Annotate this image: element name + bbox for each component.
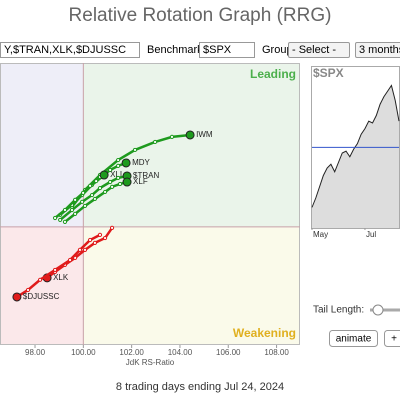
trail-point	[82, 203, 88, 209]
trail-point	[80, 190, 86, 195]
trail-point	[97, 232, 103, 238]
trail-point	[116, 157, 121, 163]
side-x-tick-label: Jul	[366, 230, 376, 239]
x-tick-label: 108.00	[264, 348, 289, 357]
trail-point	[109, 225, 115, 231]
weakening-label: Weakening	[233, 326, 296, 340]
x-tick-label: 106.00	[216, 348, 241, 357]
trail-point	[152, 139, 158, 145]
trail-point	[116, 163, 121, 168]
trail-point	[169, 134, 175, 139]
trail-point	[58, 217, 63, 223]
lagging-quadrant	[0, 227, 83, 345]
trail-point	[132, 147, 138, 153]
animate-button[interactable]	[329, 330, 378, 347]
head-point	[12, 292, 22, 302]
improving-quadrant	[0, 63, 83, 227]
series-label: IWM	[196, 130, 213, 139]
trail-point	[102, 235, 108, 241]
trail-point	[37, 277, 43, 282]
trail-point	[73, 197, 78, 202]
x-tick-label: 100.00	[71, 348, 96, 357]
trail-point	[80, 199, 85, 204]
trail-point	[67, 257, 73, 263]
series-label: XLK	[53, 273, 69, 282]
groups-select[interactable]: - Select -	[288, 42, 350, 58]
animate-text: animate	[336, 334, 372, 345]
head-point	[122, 177, 132, 187]
side-x-tick-label: May	[313, 230, 328, 239]
trail-point	[97, 185, 103, 191]
leading-quadrant	[83, 63, 300, 227]
price-line	[311, 84, 400, 208]
side-title: $SPX	[313, 66, 344, 80]
leading-label: Leading	[250, 67, 296, 81]
trail-point	[94, 178, 99, 184]
trail-point	[89, 192, 95, 198]
trail-point	[62, 207, 68, 213]
trail-point	[62, 219, 68, 224]
head-point	[121, 158, 131, 168]
trail-point	[87, 183, 93, 188]
series-label: $TRAN	[133, 171, 159, 180]
x-tick-label: 104.00	[168, 348, 193, 357]
trail	[16, 233, 101, 299]
footer-caption: 8 trading days ending Jul 24, 2024	[116, 381, 284, 393]
trail-point	[116, 175, 121, 181]
trail-point	[92, 240, 98, 245]
trail-point	[52, 215, 58, 221]
benchmark-label: Benchmark:	[147, 44, 206, 56]
series-label: XLI	[110, 170, 122, 179]
weakening-quadrant	[83, 227, 300, 345]
trail-point	[117, 181, 123, 187]
trail-point	[52, 267, 58, 273]
head-point	[185, 130, 195, 140]
price-area	[312, 85, 399, 228]
head-point	[99, 170, 109, 180]
symbols-input[interactable]: Y,$TRAN,XLK,$DJUSSC	[0, 42, 140, 58]
period-select[interactable]: 3 months	[355, 42, 400, 58]
plus-button[interactable]	[384, 330, 400, 347]
series-label: $DJUSSC	[23, 292, 60, 301]
trail-point	[108, 167, 113, 173]
trail-point	[108, 179, 113, 185]
x-axis-label: JdK RS-Ratio	[126, 358, 175, 367]
trail-point	[82, 247, 88, 252]
plot-frame	[0, 63, 300, 345]
trail-point	[109, 184, 115, 189]
x-tick-label: 102.00	[119, 348, 144, 357]
trail-point	[77, 247, 83, 252]
trail-point	[87, 237, 93, 243]
series-label: XLF	[133, 177, 148, 186]
x-tick-label: 98.00	[25, 348, 46, 357]
trail-point	[25, 287, 31, 293]
plus-text: +	[391, 334, 397, 345]
tail-slider-handle[interactable]	[372, 304, 384, 316]
page-title: Relative Rotation Graph (RRG)	[68, 5, 332, 26]
trail-point	[69, 207, 75, 213]
trail-point	[73, 211, 78, 216]
series-label: MDY	[132, 158, 150, 167]
trail-point	[102, 189, 108, 195]
tail-label: Tail Length:	[313, 305, 364, 316]
benchmark-input[interactable]: $SPX	[199, 42, 255, 58]
trail-point	[92, 196, 98, 202]
